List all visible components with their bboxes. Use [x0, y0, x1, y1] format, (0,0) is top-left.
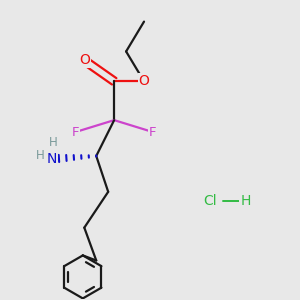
- Text: F: F: [149, 126, 157, 139]
- Text: H: H: [240, 194, 251, 208]
- Text: Cl: Cl: [203, 194, 217, 208]
- Text: F: F: [72, 126, 79, 139]
- Text: H: H: [49, 136, 57, 149]
- Text: O: O: [79, 53, 90, 68]
- Text: H: H: [36, 149, 44, 163]
- Text: O: O: [139, 74, 149, 88]
- Text: N: N: [46, 152, 57, 166]
